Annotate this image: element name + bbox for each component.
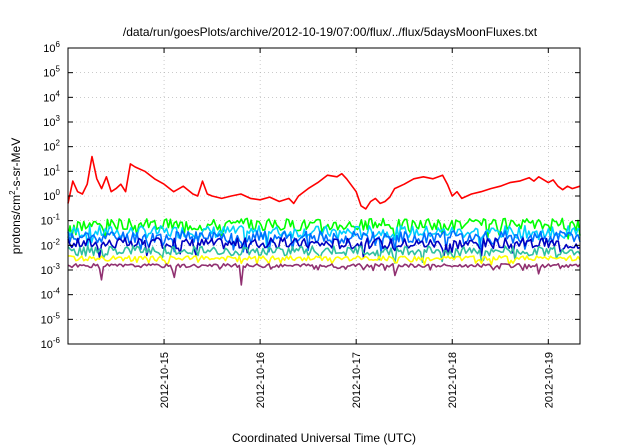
y-tick-label: 106 xyxy=(43,40,60,55)
y-tick-label: 10-6 xyxy=(41,336,61,351)
series-line xyxy=(67,263,581,286)
series-line xyxy=(67,255,581,266)
y-tick-label: 104 xyxy=(43,89,60,104)
x-axis-ticks: 2012-10-15 2012-10-16 2012-10-17 2012-10-18… xyxy=(159,48,555,408)
y-tick-label: 10-2 xyxy=(41,237,61,252)
y-tick-label: 102 xyxy=(43,139,60,154)
y-axis-ticks: 106 105 104 103 102 101 100 10-1 10-2 10-3 10-4 10-… xyxy=(41,40,580,351)
x-axis-label: Coordinated Universal Time (UTC) xyxy=(232,431,416,445)
grid-lines xyxy=(68,47,580,345)
y-tick-label: 101 xyxy=(43,163,60,178)
series-line xyxy=(67,237,581,259)
y-tick-label: 10-5 xyxy=(41,311,61,326)
y-tick-label: 10-3 xyxy=(41,262,61,277)
x-tick-label: 2012-10-19 xyxy=(543,352,555,408)
x-tick-label: 2012-10-16 xyxy=(255,352,267,408)
y-axis-label: protons/cm2-s-sr-MeV xyxy=(8,138,23,254)
series-line xyxy=(67,245,581,264)
y-tick-label: 103 xyxy=(43,114,60,129)
y-tick-label: 105 xyxy=(43,65,60,80)
x-tick-label: 2012-10-18 xyxy=(447,352,459,408)
y-tick-label: 100 xyxy=(43,188,60,203)
y-tick-label: 10-1 xyxy=(41,213,61,228)
x-tick-label: 2012-10-17 xyxy=(351,352,363,408)
y-tick-label: 10-4 xyxy=(41,287,61,302)
chart-title: /data/run/goesPlots/archive/2012-10-19/0… xyxy=(123,25,538,39)
x-tick-label: 2012-10-15 xyxy=(159,352,171,408)
series-line xyxy=(67,155,581,210)
series-line xyxy=(67,217,581,242)
series-group xyxy=(67,155,581,286)
series-line xyxy=(67,225,581,249)
